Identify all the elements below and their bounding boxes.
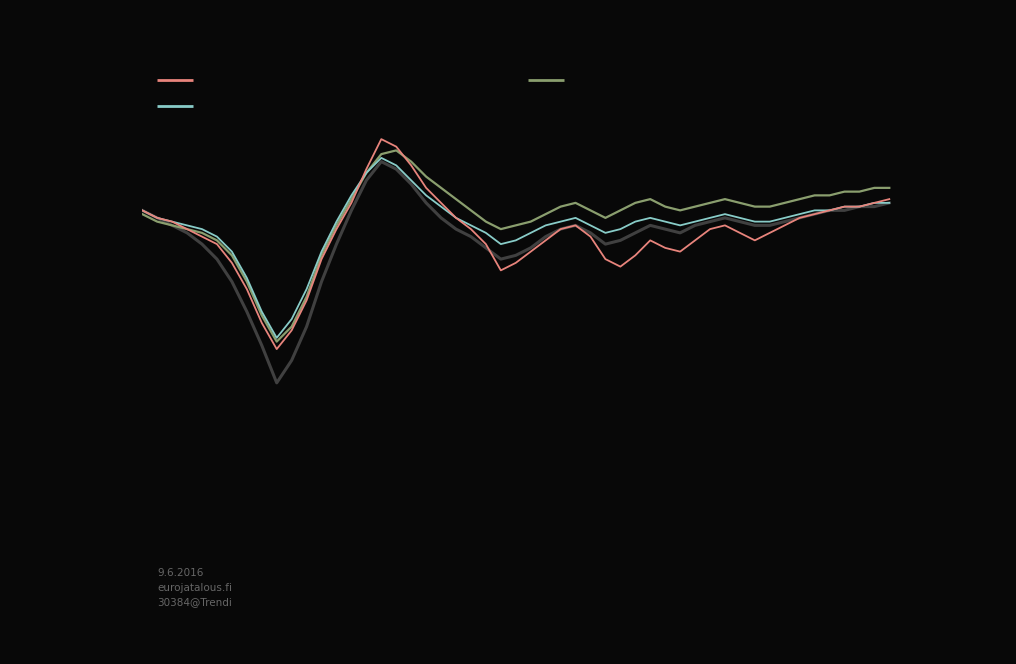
Text: 9.6.2016
eurojatalous.fi
30384@Trendi: 9.6.2016 eurojatalous.fi 30384@Trendi bbox=[157, 568, 233, 608]
